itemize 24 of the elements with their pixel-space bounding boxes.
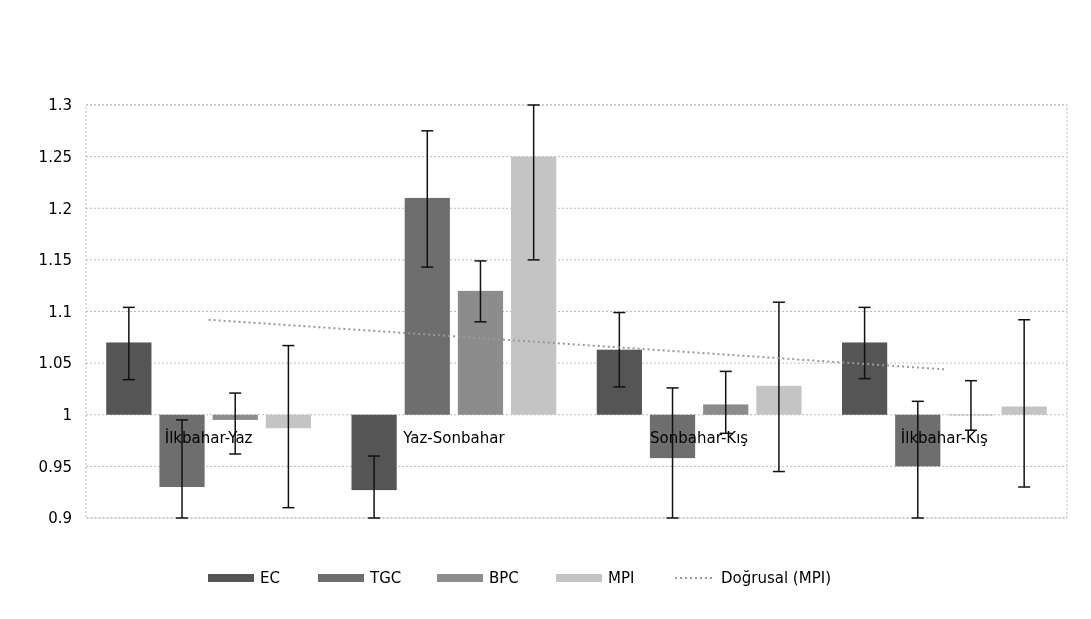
bar [457,290,504,415]
y-tick-label: 1.05 [38,354,72,373]
y-tick-label: 1.2 [48,199,72,218]
y-tick-label: 1.3 [48,96,72,115]
legend-label: MPI [608,569,635,587]
bar [212,414,258,420]
legend-label: Doğrusal (MPI) [721,569,831,587]
line-series [207,318,946,371]
y-tick-label: 1 [62,406,72,424]
bar [351,414,397,491]
y-tick-label: 0.95 [38,457,72,476]
legend-label: TGC [369,569,402,587]
legend-label: EC [260,569,280,587]
y-tick-label: 1.15 [38,251,72,270]
bar [106,342,152,415]
bar [596,349,642,415]
bar [404,197,450,415]
x-tick-label: Yaz-Sonbahar [402,428,506,447]
y-tick-label: 0.9 [48,509,72,528]
bar [841,342,888,415]
legend-label: BPC [489,569,519,587]
bar [703,404,749,415]
y-tick-label: 1.25 [38,147,72,166]
y-tick-label: 1.1 [48,302,72,321]
